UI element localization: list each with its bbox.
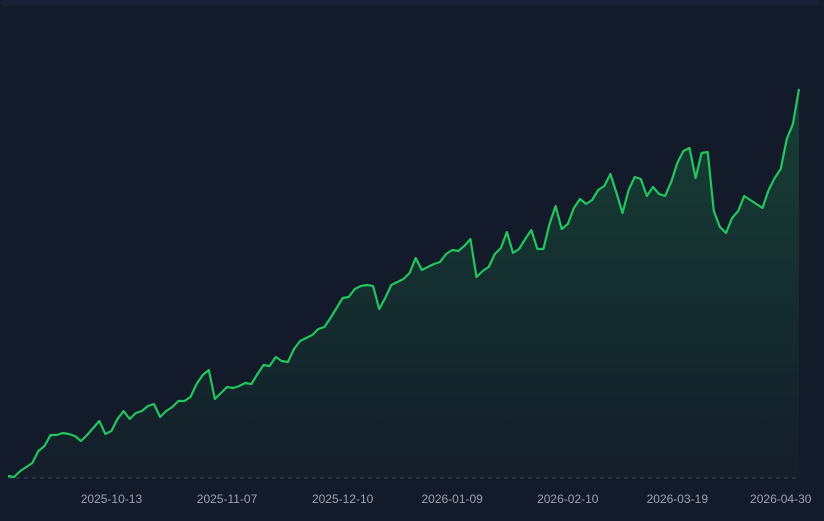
area-fill (8, 89, 799, 478)
x-tick-label: 2025-11-07 (197, 492, 258, 506)
x-tick-label: 2025-10-13 (81, 492, 143, 506)
line (7, 88, 801, 479)
x-tick-label: 2026-02-10 (537, 492, 599, 506)
x-tick-label: 2026-01-09 (421, 492, 483, 506)
x-tick-label: 2026-04-30 (750, 492, 812, 506)
x-tick-label: 2025-12-10 (312, 492, 374, 506)
x-tick-label: 2026-03-19 (647, 492, 709, 506)
panel-edge (0, 0, 820, 6)
